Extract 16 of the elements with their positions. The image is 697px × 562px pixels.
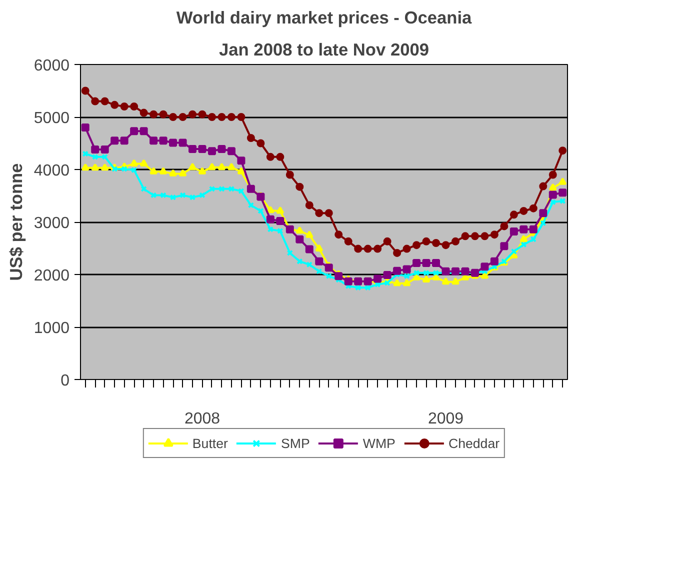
chart-subtitle: Jan 2008 to late Nov 2009 (219, 40, 429, 60)
text: 2008 (184, 410, 220, 428)
legend-label: Cheddar (448, 436, 500, 450)
y-axis-title: US$ per tonne (6, 162, 26, 281)
y-tick-label: 2000 (34, 268, 70, 284)
y-tick-label: 0 (60, 372, 70, 390)
y-tick-label: 3000 (34, 215, 70, 232)
legend-label: Butter (192, 436, 228, 450)
y-tick-label: 5000 (34, 110, 70, 127)
y-tick-label: 4000 (34, 162, 70, 180)
chart-title: World dairy market prices - Oceania (176, 8, 472, 28)
text: 2009 (428, 410, 464, 428)
y-tick-label: 1000 (34, 320, 70, 337)
legend-label: WMP (362, 436, 396, 450)
legend-label: SMP (280, 436, 310, 450)
y-tick-label: 6000 (34, 58, 70, 74)
